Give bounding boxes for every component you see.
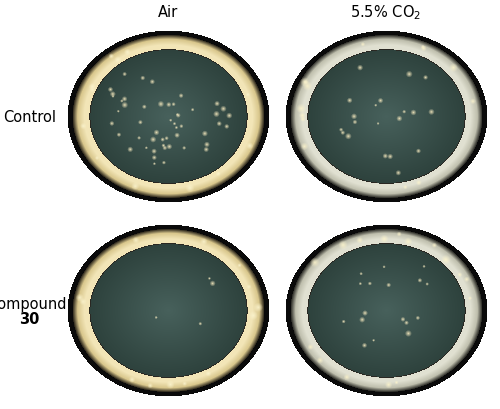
Text: Air: Air [158, 5, 178, 20]
Text: Compound: Compound [0, 297, 72, 312]
Text: 30: 30 [19, 312, 40, 327]
Text: Control: Control [3, 109, 56, 124]
Text: 5.5% CO$_2$: 5.5% CO$_2$ [350, 3, 422, 22]
